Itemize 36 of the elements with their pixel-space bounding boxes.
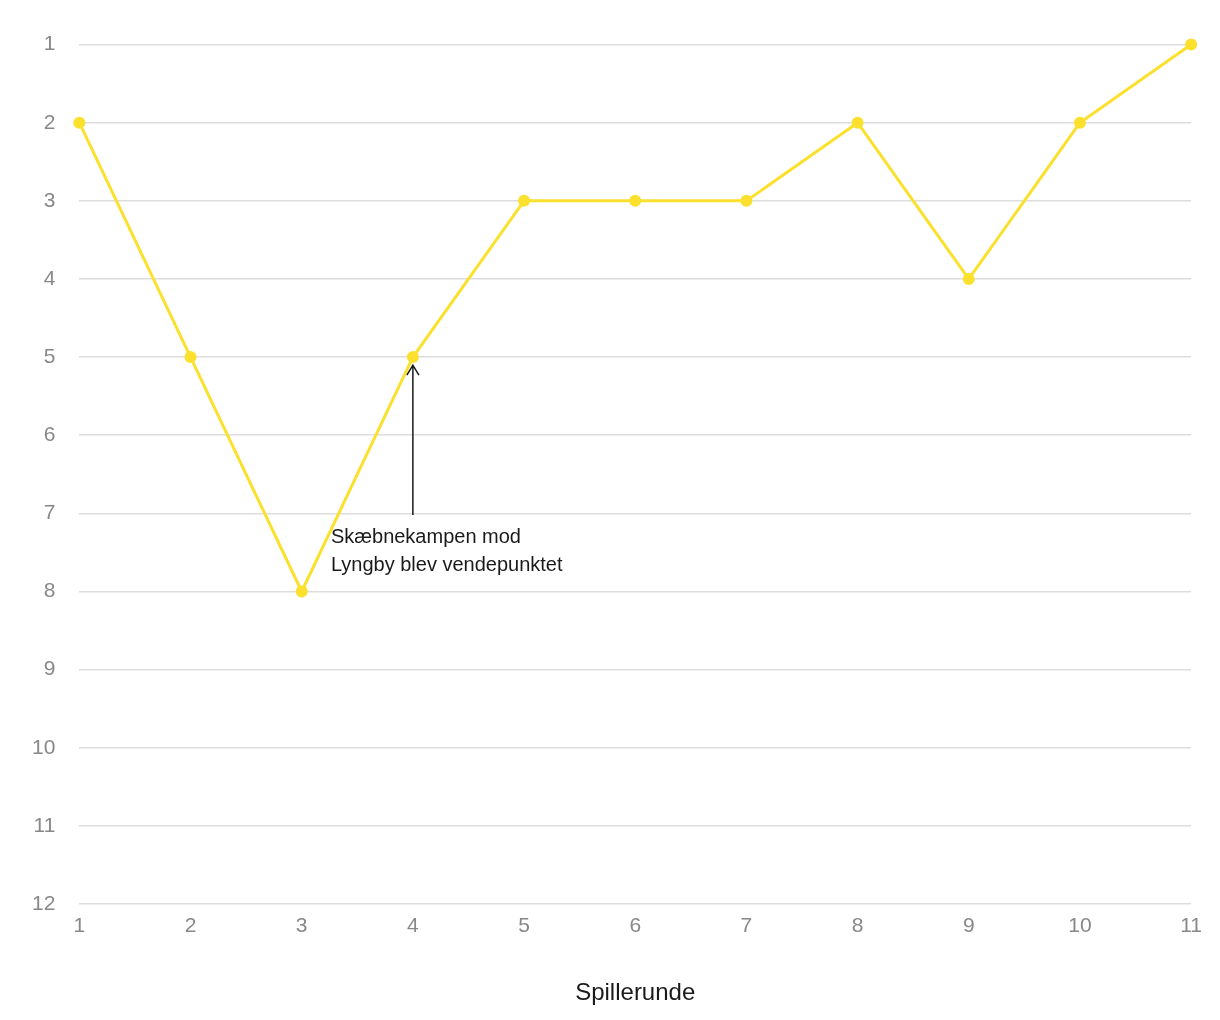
y-tick-label: 2 xyxy=(43,109,56,133)
point xyxy=(851,116,864,129)
point xyxy=(184,351,197,364)
x-axis-title: Spillerunde xyxy=(575,978,696,1006)
point xyxy=(1073,116,1086,129)
y-tick-label: 7 xyxy=(43,500,56,524)
y-tick-label: 6 xyxy=(43,422,56,446)
x-tick-label: 8 xyxy=(851,913,864,937)
x-tick-label: 7 xyxy=(740,913,753,937)
point xyxy=(1185,38,1198,51)
point xyxy=(518,194,531,207)
y-tick-label: 1 xyxy=(43,31,56,55)
x-tick-label: 2 xyxy=(184,913,197,937)
y-tick-label: 11 xyxy=(33,812,56,836)
y-tick-label: 3 xyxy=(43,187,56,211)
x-tick-label: 10 xyxy=(1068,913,1092,937)
point xyxy=(962,272,975,285)
x-tick-label: 11 xyxy=(1180,913,1203,937)
x-tick-label: 1 xyxy=(73,913,86,937)
x-tick-label: 3 xyxy=(295,913,308,937)
annotation: Skæbnekampen mod Lyngby blev vendepunktet xyxy=(330,525,563,576)
point xyxy=(295,585,308,598)
y-tick-label: 4 xyxy=(43,265,56,289)
y-tick-label: 8 xyxy=(43,578,56,602)
x-tick-label: 6 xyxy=(629,913,642,937)
x-tick-label: 9 xyxy=(962,913,975,937)
y-tick-label: 10 xyxy=(32,734,56,758)
y-tick-label: 5 xyxy=(43,343,56,367)
x-tick-label: 4 xyxy=(407,913,420,937)
point xyxy=(740,194,753,207)
point xyxy=(629,194,642,207)
point xyxy=(73,116,86,129)
y-tick-label: 12 xyxy=(32,890,56,914)
y-tick-label: 9 xyxy=(43,656,56,680)
x-tick-label: 5 xyxy=(518,913,530,937)
point xyxy=(406,351,419,364)
